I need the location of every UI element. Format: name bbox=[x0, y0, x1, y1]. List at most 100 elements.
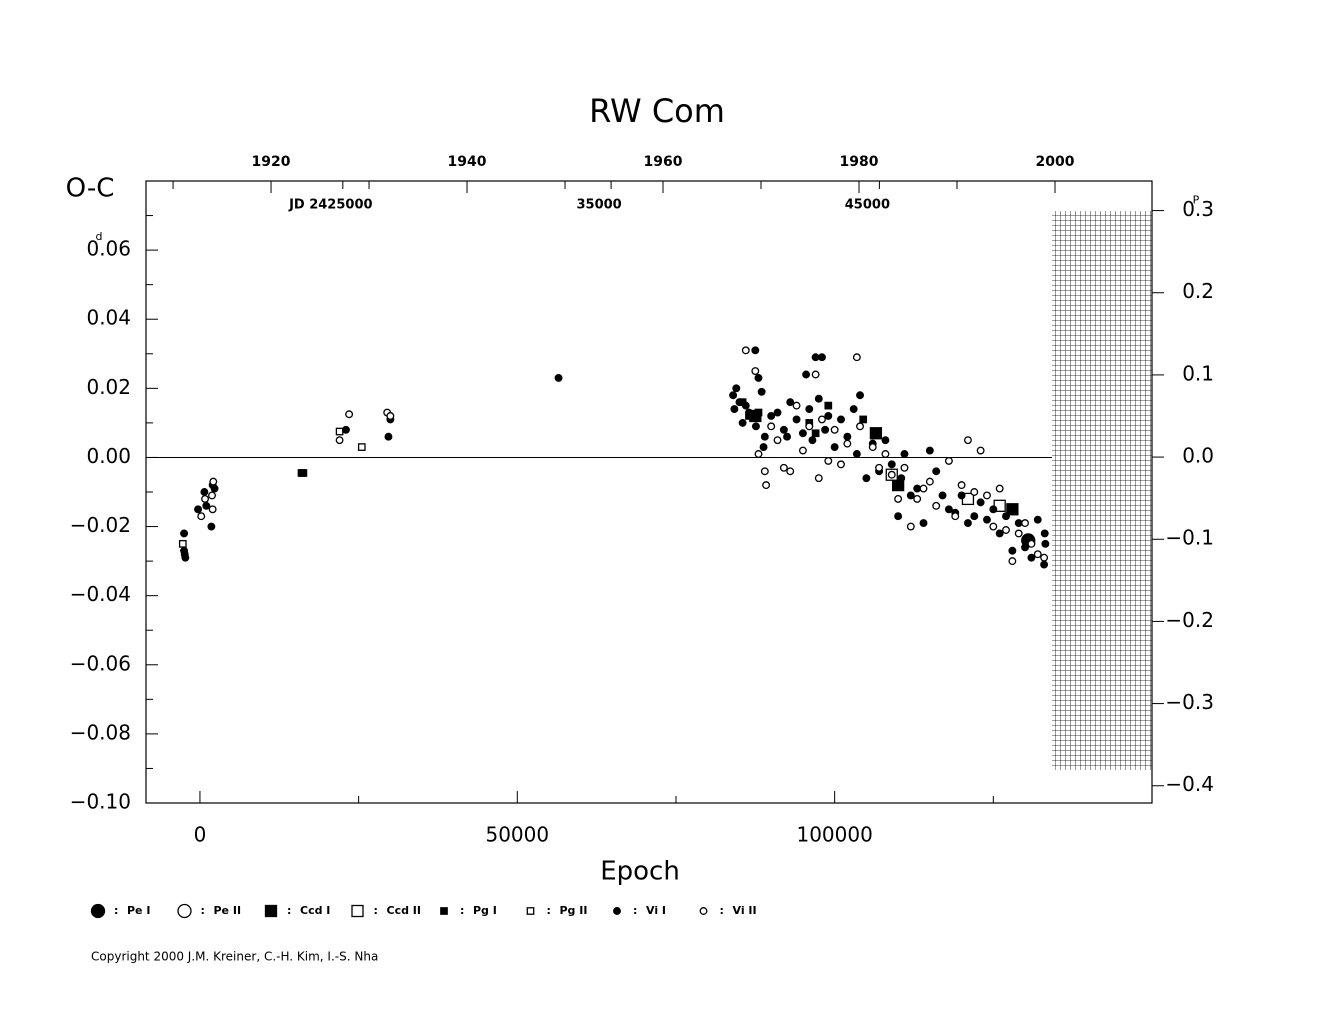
y-tick-label: −0.06 bbox=[70, 651, 131, 675]
data-point bbox=[741, 401, 750, 410]
y2-unit: P bbox=[1193, 194, 1200, 207]
data-point bbox=[773, 408, 782, 417]
legend-label: Pg I bbox=[473, 904, 497, 917]
chart-title: RW Com bbox=[589, 92, 725, 130]
data-point bbox=[1008, 546, 1017, 555]
data-point bbox=[849, 405, 858, 414]
top-tick-label: 1940 bbox=[448, 154, 487, 170]
data-point bbox=[786, 398, 795, 407]
y-tick-label: 0.04 bbox=[86, 306, 131, 330]
data-point bbox=[386, 412, 395, 420]
data-point bbox=[767, 422, 776, 431]
data-point bbox=[824, 456, 833, 465]
y-tick-label: −0.10 bbox=[70, 790, 131, 814]
jd-tick-label: 35000 bbox=[576, 198, 621, 213]
y-tick-label: 0.00 bbox=[86, 444, 131, 468]
legend-label: Vi I bbox=[646, 904, 666, 917]
data-point bbox=[341, 425, 350, 434]
legend-separator: : bbox=[201, 904, 205, 917]
data-point bbox=[944, 456, 953, 465]
data-point bbox=[925, 477, 934, 486]
legend-label: Vi II bbox=[733, 904, 757, 917]
legend-separator: : bbox=[460, 904, 464, 917]
data-point bbox=[869, 427, 883, 440]
data-point bbox=[818, 415, 826, 424]
data-point bbox=[757, 387, 766, 396]
y-tick-label: −0.02 bbox=[70, 513, 131, 537]
legend-symbol bbox=[440, 907, 448, 915]
data-point bbox=[805, 405, 814, 414]
data-point bbox=[732, 384, 741, 393]
legend-separator: : bbox=[287, 904, 291, 917]
y2-tick-label: −0.2 bbox=[1165, 608, 1214, 632]
data-point bbox=[976, 446, 985, 455]
data-point bbox=[995, 529, 1004, 538]
data-point bbox=[957, 481, 966, 490]
legend-symbol bbox=[90, 903, 106, 919]
y2-tick-label: −0.1 bbox=[1165, 526, 1214, 550]
data-point bbox=[210, 484, 219, 493]
data-point bbox=[745, 408, 753, 417]
data-point bbox=[913, 494, 922, 503]
data-point bbox=[1033, 515, 1042, 524]
data-point bbox=[299, 469, 308, 477]
data-point bbox=[852, 353, 861, 362]
data-point bbox=[345, 410, 354, 419]
data-point bbox=[932, 501, 941, 510]
data-point bbox=[837, 415, 845, 424]
data-point bbox=[760, 432, 769, 441]
legend-symbol bbox=[351, 904, 364, 918]
data-point bbox=[989, 505, 998, 514]
y2-tick-label: 0.3 bbox=[1182, 197, 1214, 221]
legend-label: Ccd I bbox=[300, 904, 330, 917]
y-tick-label: −0.08 bbox=[70, 720, 131, 744]
data-point bbox=[970, 488, 979, 496]
data-point bbox=[906, 522, 915, 531]
data-point bbox=[1014, 519, 1023, 528]
data-point bbox=[1006, 503, 1019, 516]
data-point bbox=[1002, 526, 1010, 534]
legend-separator: : bbox=[114, 904, 118, 917]
data-point bbox=[963, 436, 972, 445]
data-point bbox=[859, 415, 868, 424]
jd-tick-label: JD 2425000 bbox=[288, 198, 372, 213]
data-point bbox=[1040, 553, 1049, 562]
data-point bbox=[887, 460, 896, 469]
data-point bbox=[957, 491, 966, 500]
data-point bbox=[738, 418, 747, 427]
legend-separator: : bbox=[374, 904, 378, 917]
legend-separator: : bbox=[633, 904, 637, 917]
data-point bbox=[830, 425, 839, 434]
data-point bbox=[554, 374, 563, 382]
y2-tick-label: 0.0 bbox=[1182, 444, 1214, 468]
data-point bbox=[976, 498, 985, 507]
legend-symbol bbox=[699, 907, 708, 915]
data-point bbox=[783, 432, 791, 441]
data-point bbox=[995, 484, 1004, 493]
data-point bbox=[384, 432, 393, 441]
data-point bbox=[811, 370, 820, 379]
data-point bbox=[335, 427, 344, 436]
data-point bbox=[900, 463, 909, 472]
legend-symbol bbox=[264, 904, 278, 918]
data-point bbox=[779, 425, 788, 434]
data-point bbox=[751, 346, 760, 355]
data-point bbox=[200, 488, 209, 496]
data-point bbox=[1041, 539, 1050, 548]
data-point bbox=[824, 412, 833, 420]
data-point bbox=[983, 491, 991, 500]
x-tick-label: 50000 bbox=[485, 823, 549, 847]
data-point bbox=[762, 481, 771, 490]
data-point bbox=[335, 436, 344, 445]
data-point bbox=[881, 450, 890, 458]
jd-tick-label: 45000 bbox=[845, 198, 890, 213]
data-point bbox=[180, 529, 189, 538]
data-point bbox=[814, 474, 823, 483]
data-point bbox=[751, 422, 760, 431]
data-point bbox=[741, 346, 750, 355]
y2-tick-label: −0.4 bbox=[1165, 772, 1214, 796]
data-point bbox=[868, 443, 877, 452]
data-point bbox=[818, 353, 826, 362]
legend-label: Pe II bbox=[214, 904, 242, 917]
data-point bbox=[760, 467, 769, 476]
